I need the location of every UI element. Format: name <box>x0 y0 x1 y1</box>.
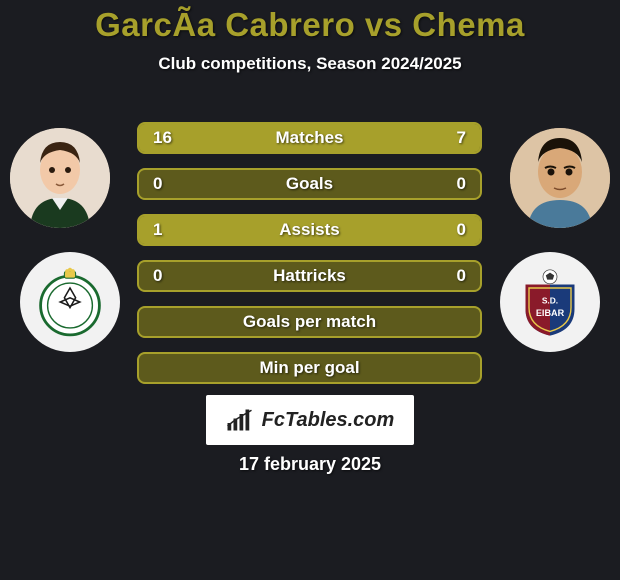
svg-text:S.D.: S.D. <box>542 295 558 305</box>
stat-label: Hattricks <box>273 266 346 286</box>
stat-value-right: 0 <box>457 220 466 240</box>
stat-label: Goals <box>286 174 333 194</box>
stat-label: Matches <box>275 128 343 148</box>
stat-value-right: 7 <box>457 128 466 148</box>
player-right-avatar <box>510 128 610 228</box>
brand-text: FcTables.com <box>262 409 395 432</box>
brand-logo-icon <box>226 408 256 432</box>
stat-row: Goals per match <box>137 306 482 338</box>
stat-value-left: 0 <box>153 174 162 194</box>
comparison-infographic: GarcÃ­a Cabrero vs Chema Club competitio… <box>0 0 620 580</box>
stat-label: Min per goal <box>259 358 359 378</box>
club-left-crest <box>20 252 120 352</box>
subtitle: Club competitions, Season 2024/2025 <box>0 54 620 74</box>
stat-value-right: 0 <box>457 266 466 286</box>
stat-label: Goals per match <box>243 312 376 332</box>
player-left-avatar <box>10 128 110 228</box>
stat-value-right: 0 <box>457 174 466 194</box>
date-text: 17 february 2025 <box>0 454 620 475</box>
brand-badge: FcTables.com <box>206 395 414 445</box>
svg-text:EIBAR: EIBAR <box>536 308 565 318</box>
stat-value-left: 16 <box>153 128 172 148</box>
stat-row: Matches 16 7 <box>137 122 482 154</box>
page-title: GarcÃ­a Cabrero vs Chema <box>0 6 620 44</box>
stat-value-left: 1 <box>153 220 162 240</box>
stat-row: Assists 1 0 <box>137 214 482 246</box>
stat-value-left: 0 <box>153 266 162 286</box>
stat-row: Hattricks 0 0 <box>137 260 482 292</box>
stat-bars: Matches167Goals00Assists10Hattricks00Goa… <box>137 122 482 398</box>
stat-label: Assists <box>279 220 339 240</box>
stat-row: Goals 0 0 <box>137 168 482 200</box>
club-right-crest: S.D. EIBAR <box>500 252 600 352</box>
stat-row: Min per goal <box>137 352 482 384</box>
